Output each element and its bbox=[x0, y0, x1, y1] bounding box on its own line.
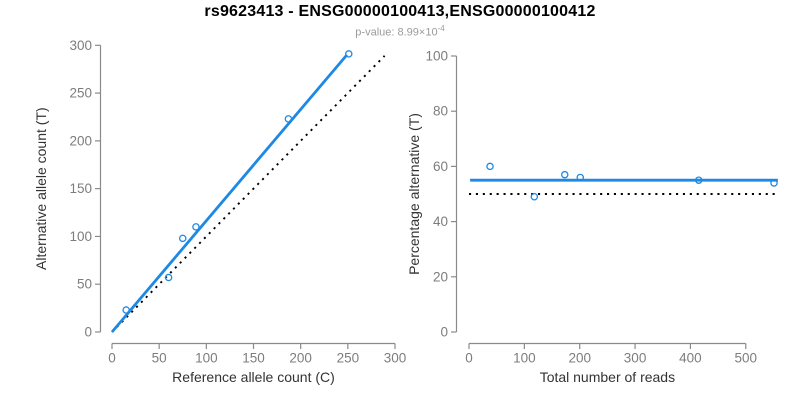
x-tick-label: 0 bbox=[108, 351, 116, 366]
x-axis-label: Reference allele count (C) bbox=[172, 369, 335, 385]
data-point bbox=[345, 50, 353, 58]
x-tick-label: 50 bbox=[152, 351, 167, 366]
y-tick-label: 150 bbox=[69, 181, 92, 196]
y-tick-label: 0 bbox=[440, 325, 448, 340]
x-axis-label: Total number of reads bbox=[540, 369, 675, 385]
data-point bbox=[576, 173, 585, 182]
x-tick-label: 300 bbox=[624, 351, 647, 366]
y-tick-label: 80 bbox=[433, 104, 448, 119]
data-point bbox=[561, 170, 569, 179]
p-value-subtitle: p-value: 8.99×10-4 bbox=[0, 24, 800, 39]
x-tick-label: 400 bbox=[679, 351, 702, 366]
x-tick-label: 300 bbox=[384, 351, 407, 366]
fit-line bbox=[110, 53, 348, 333]
x-tick-label: 100 bbox=[513, 351, 536, 366]
x-tick-label: 150 bbox=[242, 351, 265, 366]
data-point bbox=[192, 223, 200, 231]
y-tick-label: 0 bbox=[84, 325, 92, 340]
y-axis-label: Percentage alternative (T) bbox=[406, 113, 422, 275]
panel-right: 0 20 40 60 80 100 0 100 200 300 400 500 Total number… bbox=[406, 49, 779, 385]
x-tick-label: 0 bbox=[465, 351, 473, 366]
y-tick-label: 100 bbox=[69, 229, 92, 244]
x-tick-label: 200 bbox=[568, 351, 591, 366]
y-tick-label: 200 bbox=[69, 133, 92, 148]
y-tick-label: 50 bbox=[77, 277, 92, 292]
data-point bbox=[164, 273, 173, 282]
data-point bbox=[122, 306, 130, 314]
x-tick-label: 250 bbox=[337, 351, 360, 366]
y-tick-label: 60 bbox=[433, 159, 448, 174]
y-axis-label: Alternative allele count (T) bbox=[33, 107, 49, 270]
data-point bbox=[770, 179, 778, 187]
data-point bbox=[178, 234, 187, 243]
y-tick-label: 40 bbox=[433, 214, 448, 229]
chart-title: rs9623413 - ENSG00000100413,ENSG00000100… bbox=[204, 3, 596, 20]
y-tick-label: 300 bbox=[69, 38, 92, 53]
data-point bbox=[694, 176, 703, 184]
identity-line bbox=[111, 55, 386, 333]
data-point bbox=[530, 193, 539, 201]
p-value-exponent: -4 bbox=[437, 24, 445, 33]
y-tick-label: 20 bbox=[433, 269, 448, 284]
x-tick-label: 200 bbox=[289, 351, 312, 366]
x-tick-label: 500 bbox=[735, 351, 758, 366]
p-value-text: p-value: 8.99×10 bbox=[355, 26, 438, 39]
data-point bbox=[284, 115, 293, 123]
x-tick-label: 100 bbox=[195, 351, 218, 366]
data-point bbox=[486, 162, 494, 171]
y-tick-label: 250 bbox=[69, 86, 92, 101]
panel-left: 0 50 100 150 200 250 300 0 50 100 150 200 250 300 Refe… bbox=[33, 38, 406, 385]
y-tick-label: 100 bbox=[425, 49, 448, 64]
